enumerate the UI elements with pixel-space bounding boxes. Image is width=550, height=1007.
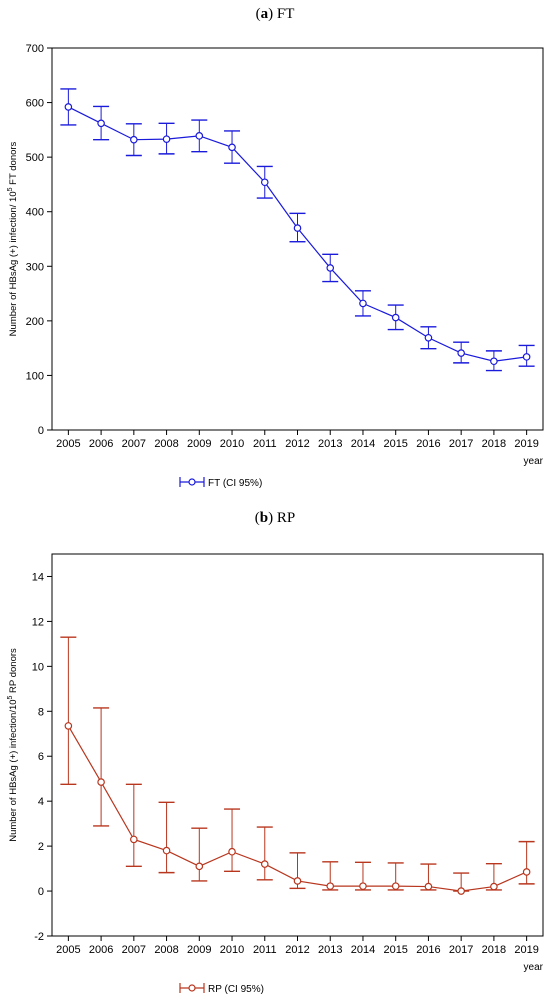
data-point (522, 868, 531, 876)
x-tick-label: 2005 (56, 438, 80, 450)
y-tick-label: 14 (32, 571, 44, 583)
x-tick-label: 2012 (285, 944, 309, 956)
panel-a-letter: a (260, 6, 269, 22)
data-point (97, 119, 105, 128)
data-point (162, 846, 171, 855)
y-axis-label-sup: 5 (7, 187, 14, 191)
x-tick-label: 2017 (449, 438, 473, 450)
y-tick-label: 2 (38, 841, 44, 853)
x-tick-label: 2018 (482, 438, 506, 450)
x-tick-label: 2017 (449, 944, 473, 956)
x-tick-label: 2019 (514, 944, 538, 956)
x-tick-label: 2008 (154, 438, 178, 450)
x-tick-label: 2014 (351, 944, 375, 956)
y-tick-label: 6 (38, 751, 44, 763)
x-tick-label: 2005 (56, 944, 80, 956)
data-point (130, 135, 138, 144)
x-tick-label: 2013 (318, 944, 342, 956)
y-tick-label: 4 (38, 796, 44, 808)
panel-a-title: (a) FT (255, 6, 295, 22)
x-tick-label: 2006 (89, 944, 113, 956)
data-point (424, 333, 433, 342)
y-tick-label: 12 (32, 616, 44, 628)
y-tick-label: -2 (34, 931, 44, 943)
panel-b-letter: b (259, 510, 269, 526)
data-point (359, 299, 367, 308)
x-tick-label: 2008 (154, 944, 178, 956)
chart-ft: 0 100 200 300 400 500 600 700 2005 2006 2007 2008 20… (7, 43, 544, 489)
y-tick-label: 100 (26, 370, 44, 382)
data-point (195, 862, 204, 871)
legend-label: RP (CI 95%) (208, 984, 264, 995)
x-tick-label: 2015 (383, 438, 407, 450)
x-tick-label: 2006 (89, 438, 113, 450)
data-point (162, 135, 171, 143)
chart-rp: -2 0 2 4 6 8 10 12 14 2005 2006 2007 2008 2009 2010 201… (7, 553, 544, 995)
data-point (260, 860, 269, 868)
x-tick-label: 2016 (416, 944, 440, 956)
data-point (64, 103, 73, 111)
data-point (457, 349, 465, 357)
x-axis-label: year (524, 456, 544, 467)
x-tick-label: 2009 (187, 944, 211, 956)
y-axis-label: Number of HBsAg (+) infection/ 105 FT do… (7, 141, 19, 336)
data-point (424, 882, 433, 891)
x-tick-label: 2007 (122, 438, 146, 450)
x-tick-label: 2007 (122, 944, 146, 956)
x-tick-label: 2011 (253, 438, 277, 450)
y-tick-label: 500 (26, 152, 44, 164)
data-point (490, 882, 498, 891)
data-point (326, 264, 335, 272)
legend-marker (188, 984, 196, 992)
data-point (293, 877, 302, 885)
data-point (391, 882, 400, 890)
data-point (359, 882, 367, 890)
panel-b-text: RP (276, 510, 296, 526)
y-tick-label: 600 (26, 98, 44, 110)
data-point (97, 778, 105, 786)
data-point (457, 887, 465, 895)
x-tick-label: 2016 (416, 438, 440, 450)
x-tick-label: 2012 (285, 438, 309, 450)
y-tick-label: 0 (38, 425, 44, 437)
x-tick-label: 2009 (187, 438, 211, 450)
x-tick-label: 2010 (220, 944, 244, 956)
data-point (64, 722, 73, 730)
data-point (391, 313, 400, 322)
y-axis-label: Number of HBsAg (+) infection/105 RP don… (7, 648, 19, 842)
data-point (490, 357, 498, 366)
y-axis-label-tail: FT donors (8, 141, 19, 187)
data-point (130, 835, 138, 844)
data-point (195, 132, 204, 140)
panel-b-title: (b) RP (254, 510, 296, 526)
y-tick-label: 200 (26, 316, 44, 328)
legend-marker (188, 478, 196, 486)
x-tick-label: 2010 (220, 438, 244, 450)
x-tick-label: 2018 (482, 944, 506, 956)
x-tick-label: 2019 (514, 438, 538, 450)
data-point (293, 224, 302, 232)
legend-label: FT (CI 95%) (208, 478, 262, 489)
data-point (326, 882, 335, 890)
y-tick-label: 400 (26, 207, 44, 219)
data-point (228, 847, 236, 856)
y-tick-label: 0 (38, 886, 44, 898)
x-tick-label: 2015 (383, 944, 407, 956)
x-tick-label: 2014 (351, 438, 375, 450)
y-tick-label: 300 (26, 261, 44, 273)
y-axis-label-sup: 5 (7, 695, 14, 699)
y-axis-label-main: Number of HBsAg (+) infection/ 10 (8, 191, 19, 336)
x-axis-label: year (524, 962, 544, 973)
y-tick-label: 700 (26, 43, 44, 55)
x-tick-label: 2011 (253, 944, 277, 956)
y-tick-label: 8 (38, 706, 44, 718)
y-tick-label: 10 (32, 661, 44, 673)
panel-a-text: FT (276, 6, 295, 22)
data-point (228, 143, 236, 152)
data-point (522, 353, 531, 361)
x-tick-label: 2013 (318, 438, 342, 450)
data-point (260, 178, 269, 187)
y-axis-label-tail: RP donors (8, 648, 19, 696)
y-axis-label-main: Number of HBsAg (+) infection/10 (8, 699, 19, 841)
